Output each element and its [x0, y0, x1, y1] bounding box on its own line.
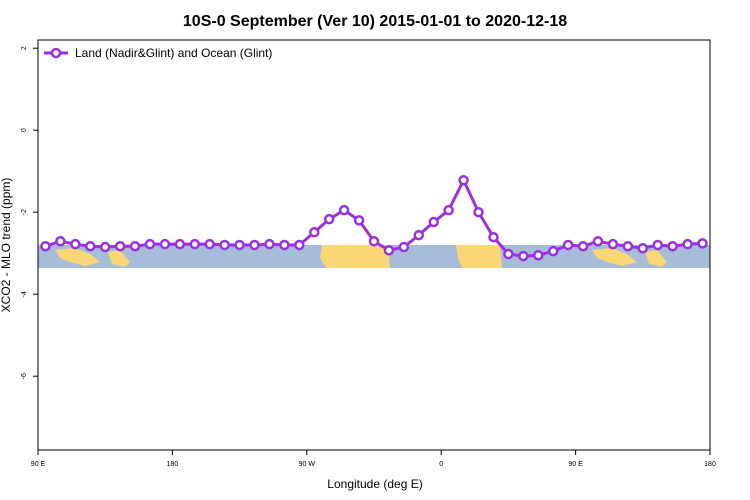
data-point	[577, 240, 589, 252]
data-point	[413, 229, 425, 241]
data-point	[323, 213, 335, 225]
data-point	[607, 238, 619, 250]
data-point	[159, 238, 171, 250]
data-point	[353, 215, 365, 226]
data-point	[338, 204, 350, 216]
data-point	[129, 240, 141, 252]
data-point	[383, 245, 395, 256]
chart-title: 10S-0 September (Ver 10) 2015-01-01 to 2…	[183, 13, 567, 30]
x-tick-label: 180	[704, 461, 716, 468]
data-point	[562, 239, 574, 251]
data-point	[473, 206, 484, 218]
land	[456, 245, 502, 268]
data-point	[40, 240, 51, 252]
data-point	[547, 245, 559, 257]
data-point	[443, 204, 454, 216]
plot-frame	[37, 39, 711, 451]
data-point	[144, 238, 156, 250]
x-tick-label: 0	[439, 461, 443, 468]
x-tick-label: 90 W	[299, 461, 316, 468]
legend-marker	[50, 47, 62, 59]
data-point	[279, 239, 290, 251]
data-point	[503, 248, 514, 260]
x-tick-label: 90 E	[31, 461, 46, 468]
data-point	[294, 239, 305, 251]
data-point	[697, 238, 708, 249]
data-point	[264, 238, 275, 250]
y-tick-label: 0	[21, 128, 28, 132]
data-point	[219, 239, 230, 251]
land	[320, 245, 390, 268]
x-tick-label: 90 E	[568, 461, 583, 468]
data-point	[249, 239, 260, 251]
land	[645, 250, 667, 267]
y-tick-label: -4	[21, 291, 28, 297]
data-point	[592, 236, 604, 247]
data-point	[55, 236, 66, 247]
map-strip	[38, 245, 710, 268]
data-point	[488, 231, 499, 243]
data-point	[428, 216, 439, 228]
y-tick-label: -6	[21, 373, 28, 379]
data-point	[114, 240, 126, 252]
data-point	[518, 250, 529, 262]
data-point	[204, 238, 215, 250]
data-point	[234, 239, 245, 251]
x-tick-label: 180	[167, 461, 179, 468]
data-point	[70, 238, 81, 250]
data-point	[309, 227, 320, 238]
data-point	[682, 238, 693, 250]
data-point	[189, 238, 201, 250]
data-point	[99, 241, 111, 253]
data-point	[622, 240, 634, 252]
land	[592, 248, 637, 266]
data-point	[637, 243, 649, 254]
y-tick-label: -2	[21, 209, 28, 215]
land	[108, 250, 130, 267]
data-point	[667, 240, 678, 252]
data-point	[174, 238, 186, 250]
data-point	[458, 174, 469, 186]
land	[55, 248, 100, 266]
data-point	[652, 239, 663, 251]
y-tick-label: 2	[21, 46, 28, 50]
y-axis-label: XCO2 - MLO trend (ppm)	[0, 178, 13, 313]
data-point	[85, 240, 96, 252]
legend-label: Land (Nadir&Glint) and Ocean (Glint)	[75, 46, 272, 60]
x-axis-label: Longitude (deg E)	[327, 477, 422, 491]
data-point	[398, 241, 410, 253]
data-point	[533, 250, 544, 261]
data-point	[368, 236, 380, 247]
